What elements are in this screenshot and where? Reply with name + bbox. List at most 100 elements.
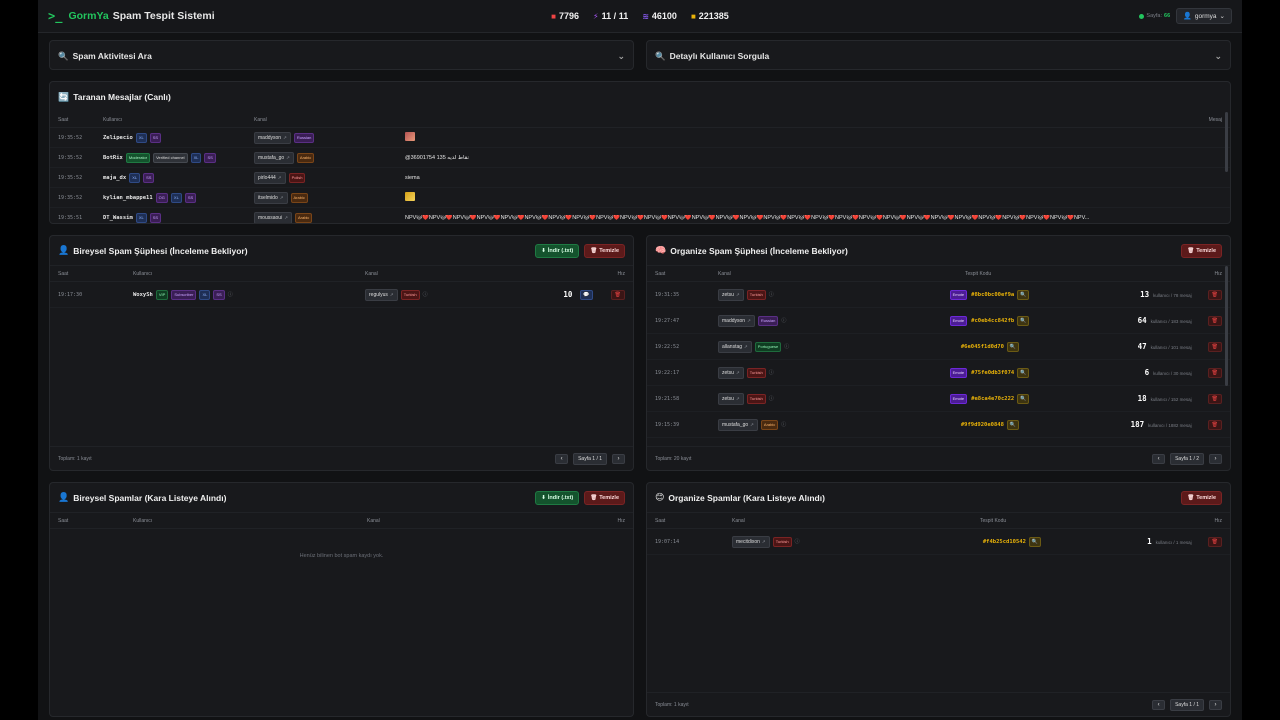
download-button[interactable]: ⬇ İndir (.txt)	[535, 490, 580, 505]
search-icon[interactable]: 🔍	[1006, 419, 1020, 430]
message-cell: siema	[405, 175, 1222, 181]
clear-button[interactable]: 🗑 Temizle	[1181, 490, 1222, 505]
search-icon[interactable]: 🔍	[1017, 393, 1030, 404]
info-icon[interactable]: ⓘ	[794, 538, 800, 545]
detection-code[interactable]: #6e045f1d0d70	[960, 343, 1004, 350]
clear-button[interactable]: 🗑 Temizle	[584, 490, 625, 505]
external-link-icon[interactable]: ↗	[286, 154, 290, 160]
external-link-icon[interactable]: ↗	[744, 343, 748, 349]
channel-link[interactable]: itselmido ↗	[254, 191, 288, 204]
trash-icon[interactable]: 🗑	[1207, 341, 1222, 352]
spam-search-panel[interactable]: 🔍 Spam Aktivitesi Ara ⌄	[49, 40, 634, 70]
detection-code[interactable]: #9f9d920e0848	[960, 421, 1004, 428]
clear-button[interactable]: 🗑 Temizle	[584, 243, 625, 258]
channel-link[interactable]: maddyson ↗	[718, 314, 755, 327]
user-badge: SS	[149, 212, 162, 223]
external-link-icon[interactable]: ↗	[747, 317, 751, 323]
individual-suspect-body: 19:17:30 WoxySh VIP Subscriber XL SS ⓘ regulyus…	[50, 282, 633, 308]
chevron-down-icon[interactable]: ⌄	[1214, 50, 1222, 61]
column-header: Kullanıcı	[103, 116, 123, 123]
info-icon[interactable]: ⓘ	[768, 291, 774, 298]
chat-icon[interactable]: 💬	[580, 289, 593, 300]
channel-link[interactable]: mustafa_go ↗	[254, 151, 294, 164]
external-link-icon[interactable]: ↗	[750, 421, 754, 427]
info-icon[interactable]: ⓘ	[781, 317, 787, 324]
user-menu-button[interactable]: 👤 gormya ⌄	[1176, 8, 1232, 24]
group-icon: 😊	[655, 492, 665, 502]
info-icon[interactable]: ⓘ	[781, 421, 787, 428]
username[interactable]: maja_dx	[103, 174, 127, 181]
trash-icon: 🗑	[590, 494, 598, 501]
chevron-down-icon[interactable]: ⌄	[617, 50, 625, 61]
organized-suspect-title: Organize Spam Şüphesi (İnceleme Bekliyor…	[670, 245, 848, 256]
channel-link[interactable]: pirlo444 ↗	[254, 171, 286, 184]
external-link-icon[interactable]: ↗	[735, 291, 740, 297]
external-link-icon[interactable]: ↗	[735, 395, 740, 401]
search-icon[interactable]: 🔍	[1017, 315, 1030, 326]
trash-icon[interactable]: 🗑	[1207, 419, 1222, 430]
detection-code[interactable]: #c0eb4cc842fb	[971, 317, 1015, 324]
username[interactable]: DT_Wassim	[103, 214, 133, 221]
message-cell	[405, 132, 1222, 143]
info-icon[interactable]: ⓘ	[227, 291, 233, 298]
clear-button[interactable]: 🗑 Temizle	[1181, 243, 1222, 258]
search-icon[interactable]: 🔍	[1017, 367, 1030, 378]
user-query-panel[interactable]: 🔍 Detaylı Kullanıcı Sorgula ⌄	[646, 40, 1231, 70]
language-badge: Turkish	[746, 367, 766, 378]
trash-icon[interactable]: 🗑	[1207, 536, 1222, 547]
trash-icon[interactable]: 🗑	[1207, 289, 1222, 300]
trash-icon[interactable]: 🗑	[610, 289, 625, 300]
prev-page-button[interactable]: ‹	[1152, 453, 1166, 464]
info-icon[interactable]: ⓘ	[422, 291, 428, 298]
channel-link[interactable]: mustafa_go ↗	[718, 418, 758, 431]
prev-page-button[interactable]: ‹	[555, 453, 569, 464]
language-badge: Portuguese	[754, 341, 782, 352]
next-page-button[interactable]: ›	[612, 453, 625, 464]
prev-page-button[interactable]: ‹	[1152, 699, 1166, 710]
next-page-button[interactable]: ›	[1209, 699, 1222, 710]
channel-link[interactable]: zetsu ↗	[718, 392, 744, 405]
search-icon[interactable]: 🔍	[1006, 341, 1020, 352]
external-link-icon[interactable]: ↗	[283, 134, 287, 140]
username[interactable]: BotRix	[103, 154, 123, 161]
channel-link[interactable]: regulyus ↗	[365, 288, 398, 301]
app-title: Spam Tespit Sistemi	[112, 10, 215, 22]
search-icon[interactable]: 🔍	[1017, 289, 1030, 300]
search-icon: 🔍	[655, 50, 666, 61]
external-link-icon[interactable]: ↗	[761, 538, 766, 544]
channel-link[interactable]: allanstag ↗	[718, 340, 752, 353]
external-link-icon[interactable]: ↗	[279, 194, 284, 200]
username[interactable]: Zelipecio	[103, 134, 133, 141]
detection-code[interactable]: #e8ca4e70c222	[971, 395, 1015, 402]
trash-icon[interactable]: 🗑	[1207, 393, 1222, 404]
username[interactable]: kylian_mbappe11	[103, 194, 153, 201]
download-button[interactable]: ⬇ İndir (.txt)	[535, 243, 580, 258]
info-icon[interactable]: ⓘ	[768, 395, 774, 402]
detection-code[interactable]: #75fe0db3f074	[971, 369, 1015, 376]
stat-item: ■ 7796	[551, 11, 579, 21]
logo: >_ GormYa Spam Tespit Sistemi	[48, 9, 215, 23]
next-page-button[interactable]: ›	[1209, 453, 1222, 464]
trash-icon[interactable]: 🗑	[1207, 367, 1222, 378]
external-link-icon[interactable]: ↗	[284, 214, 288, 220]
live-scrollbar[interactable]	[1225, 112, 1228, 172]
channel-link[interactable]: moussaoui ↗	[254, 211, 292, 223]
detection-code[interactable]: #f4b25cd10542	[982, 538, 1026, 545]
channel-link[interactable]: zetsu ↗	[718, 366, 744, 379]
info-icon[interactable]: ⓘ	[768, 369, 774, 376]
info-icon[interactable]: ⓘ	[784, 343, 790, 350]
count-detail: kullanıcı / 152 mesaj	[1150, 397, 1192, 402]
search-icon[interactable]: 🔍	[1028, 536, 1042, 547]
channel-link[interactable]: maddyson ↗	[254, 131, 291, 144]
detection-code[interactable]: #8bc0bc00ef9a	[971, 291, 1015, 298]
column-header: Saat	[58, 270, 69, 277]
channel-link[interactable]: zetsu ↗	[718, 288, 744, 301]
external-link-icon[interactable]: ↗	[389, 291, 394, 297]
channel-link[interactable]: mecitdixon ↗	[732, 535, 770, 548]
username[interactable]: WoxySh	[133, 291, 153, 298]
organized-suspect-scrollbar[interactable]	[1225, 266, 1228, 386]
external-link-icon[interactable]: ↗	[735, 369, 740, 375]
external-link-icon[interactable]: ↗	[277, 174, 282, 180]
channel-cell: regulyus ↗ Turkish ⓘ	[365, 288, 555, 301]
trash-icon[interactable]: 🗑	[1207, 315, 1222, 326]
